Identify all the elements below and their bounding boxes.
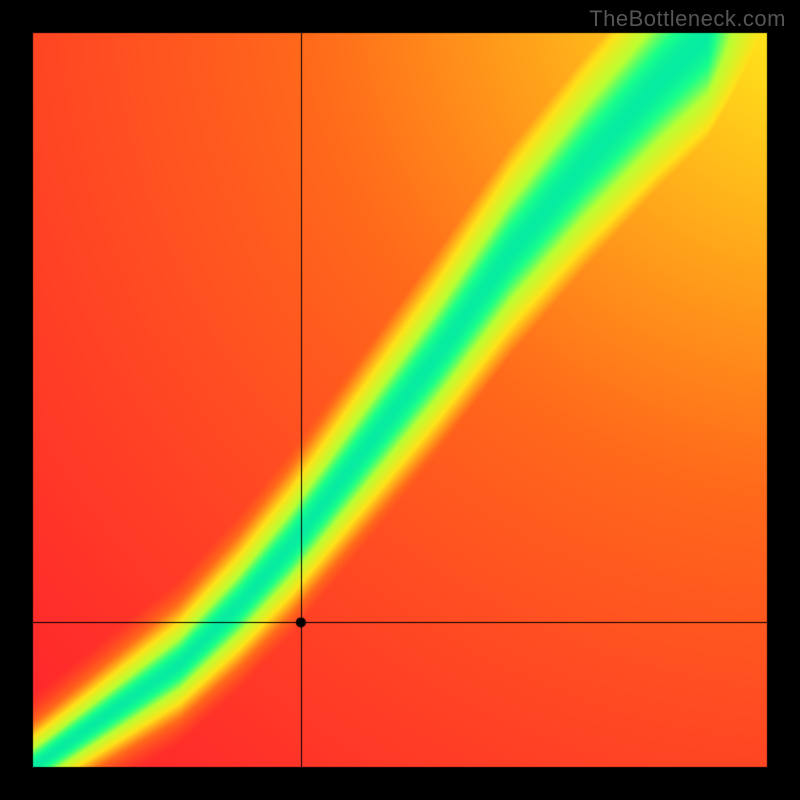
watermark-text: TheBottleneck.com <box>589 6 786 32</box>
chart-container: TheBottleneck.com <box>0 0 800 800</box>
heatmap-canvas <box>0 0 800 800</box>
